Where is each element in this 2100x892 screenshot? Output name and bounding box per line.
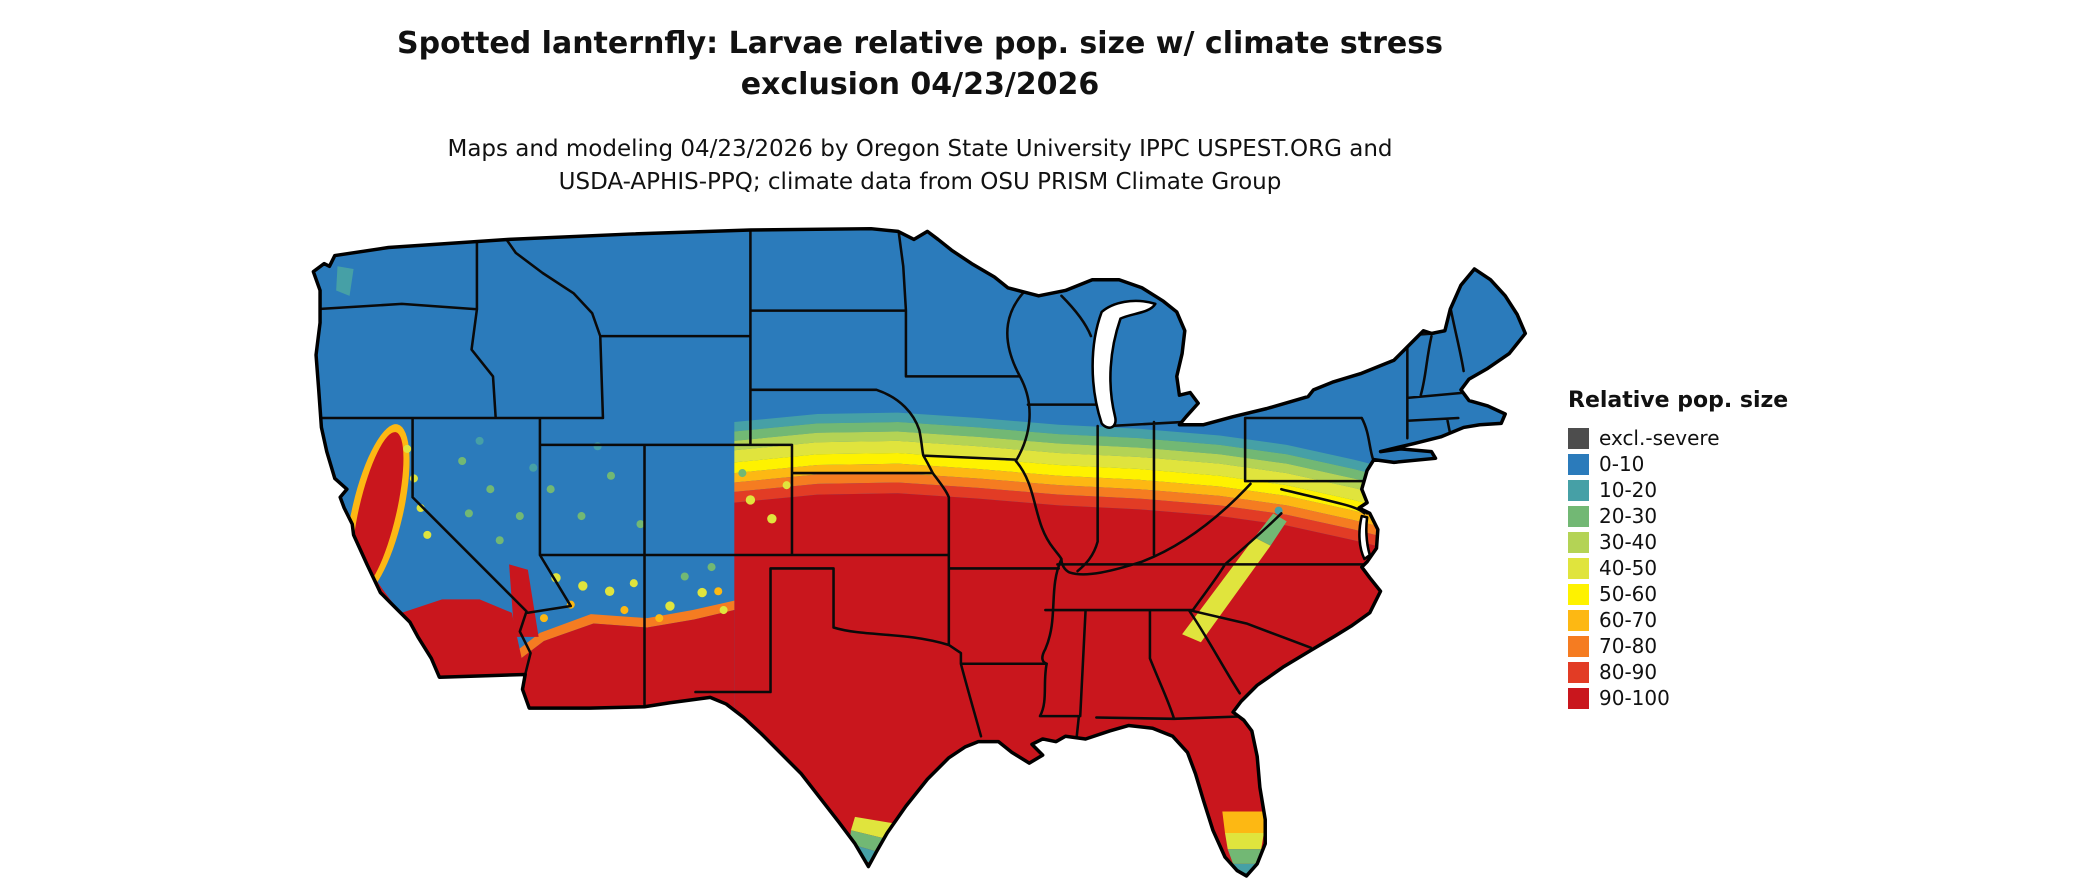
- puget-lowland-teal: [336, 266, 354, 296]
- map-raster-fill: [313, 228, 1526, 876]
- state-boundaries: [313, 228, 1468, 743]
- legend-item: 30-40: [1568, 529, 1788, 555]
- legend-item: 50-60: [1568, 581, 1788, 607]
- legend-item: 90-100: [1568, 685, 1788, 711]
- southwest-red-region: [499, 610, 735, 876]
- legend-label: 0-10: [1599, 452, 1645, 476]
- legend-item: excl.-severe: [1568, 425, 1788, 451]
- band-30-40: [734, 431, 1526, 533]
- legend-label: 30-40: [1599, 530, 1658, 554]
- legend-item: 0-10: [1568, 451, 1788, 477]
- legend-swatch-90-100: [1568, 687, 1589, 709]
- appalachian-green-streak: [1254, 513, 1287, 546]
- legend-item: 80-90: [1568, 659, 1788, 685]
- great-lakes-water: [1091, 299, 1372, 561]
- map-title: Spotted lanternfly: Larvae relative pop.…: [397, 26, 1443, 102]
- legend-item: 40-50: [1568, 555, 1788, 581]
- southwest-orange-fringe: [493, 600, 735, 675]
- legend-label: 60-70: [1599, 608, 1658, 632]
- legend-swatch-50-60: [1568, 583, 1589, 605]
- south-florida-yellow: [1225, 832, 1264, 850]
- map-subtitle: Maps and modeling 04/23/2026 by Oregon S…: [447, 136, 1393, 195]
- legend-swatch-10-20: [1568, 479, 1589, 501]
- legend-swatch-20-30: [1568, 505, 1589, 527]
- legend-label: 20-30: [1599, 504, 1658, 528]
- legend-label: 40-50: [1599, 556, 1658, 580]
- legend-label: 80-90: [1599, 660, 1658, 684]
- legend-item: 70-80: [1568, 633, 1788, 659]
- legend-item: 60-70: [1568, 607, 1788, 633]
- legend-label: 90-100: [1599, 686, 1670, 710]
- legend-swatch-60-70: [1568, 609, 1589, 631]
- legend-item: 10-20: [1568, 477, 1788, 503]
- legend-swatch-80-90: [1568, 661, 1589, 683]
- us-map: [308, 226, 1528, 884]
- band-70-80: [734, 473, 1526, 574]
- mountain-green-speckle: [458, 456, 747, 581]
- band-80-90: [734, 482, 1526, 585]
- legend-item: 20-30: [1568, 503, 1788, 529]
- legend-label: 50-60: [1599, 582, 1658, 606]
- band-20-30: [734, 422, 1526, 523]
- us-outline: [311, 226, 1528, 878]
- colorado-river-red-tongue: [509, 564, 539, 637]
- legend-swatch-0-10: [1568, 453, 1589, 475]
- mountain-yellow-speckle: [403, 444, 791, 615]
- legend-swatch-40-50: [1568, 557, 1589, 579]
- south-florida-green: [1227, 849, 1262, 864]
- us-map-svg: [311, 226, 1528, 878]
- desert-amber-speckle: [539, 587, 723, 623]
- legend: Relative pop. size excl.-severe 0-10 10-…: [1568, 388, 1788, 711]
- band-10-20: [734, 412, 1526, 514]
- legend-swatch-30-40: [1568, 531, 1589, 553]
- legend-swatch-excl-severe: [1568, 427, 1589, 449]
- legend-label: 70-80: [1599, 634, 1658, 658]
- central-valley-red: [351, 432, 404, 590]
- south-florida-amber: [1222, 811, 1266, 833]
- header: Spotted lanternfly: Larvae relative pop.…: [345, 24, 1495, 198]
- legend-swatch-70-80: [1568, 635, 1589, 657]
- legend-label: excl.-severe: [1599, 426, 1720, 450]
- legend-title: Relative pop. size: [1568, 388, 1789, 413]
- legend-label: 10-20: [1599, 478, 1658, 502]
